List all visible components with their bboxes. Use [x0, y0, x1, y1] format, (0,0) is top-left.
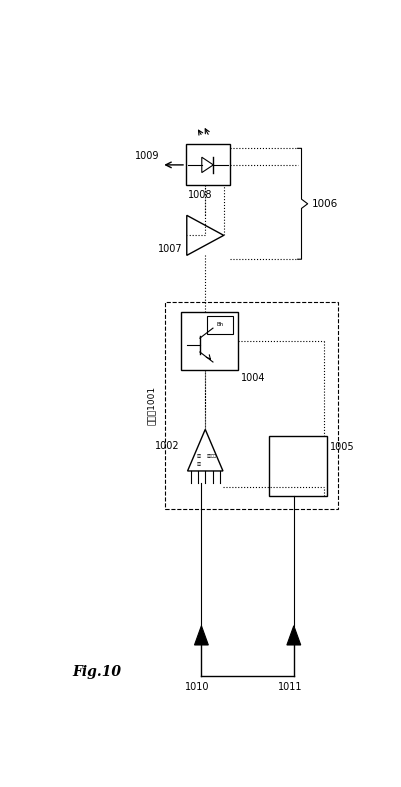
Text: Bh: Bh: [216, 323, 223, 327]
Polygon shape: [194, 626, 208, 645]
Bar: [165, 302, 337, 508]
Text: Fig.10: Fig.10: [73, 665, 122, 679]
Polygon shape: [286, 626, 300, 645]
Bar: [186, 145, 229, 185]
Text: 1002: 1002: [155, 442, 179, 451]
Text: 1006: 1006: [312, 199, 338, 209]
Text: 遅延段1001: 遅延段1001: [146, 386, 156, 425]
Text: 1009: 1009: [135, 150, 160, 161]
Text: 位相: 位相: [196, 454, 201, 458]
Bar: [269, 435, 326, 497]
Text: リセット: リセット: [206, 454, 216, 458]
Text: 1005: 1005: [329, 442, 354, 452]
Text: 電圧: 電圧: [196, 462, 201, 466]
Bar: [206, 316, 233, 334]
Text: 1011: 1011: [277, 682, 302, 692]
Text: 1008: 1008: [187, 190, 211, 200]
Text: 1010: 1010: [185, 682, 209, 692]
Text: 1007: 1007: [158, 244, 182, 254]
Bar: [180, 312, 237, 370]
Text: 1004: 1004: [240, 373, 265, 382]
